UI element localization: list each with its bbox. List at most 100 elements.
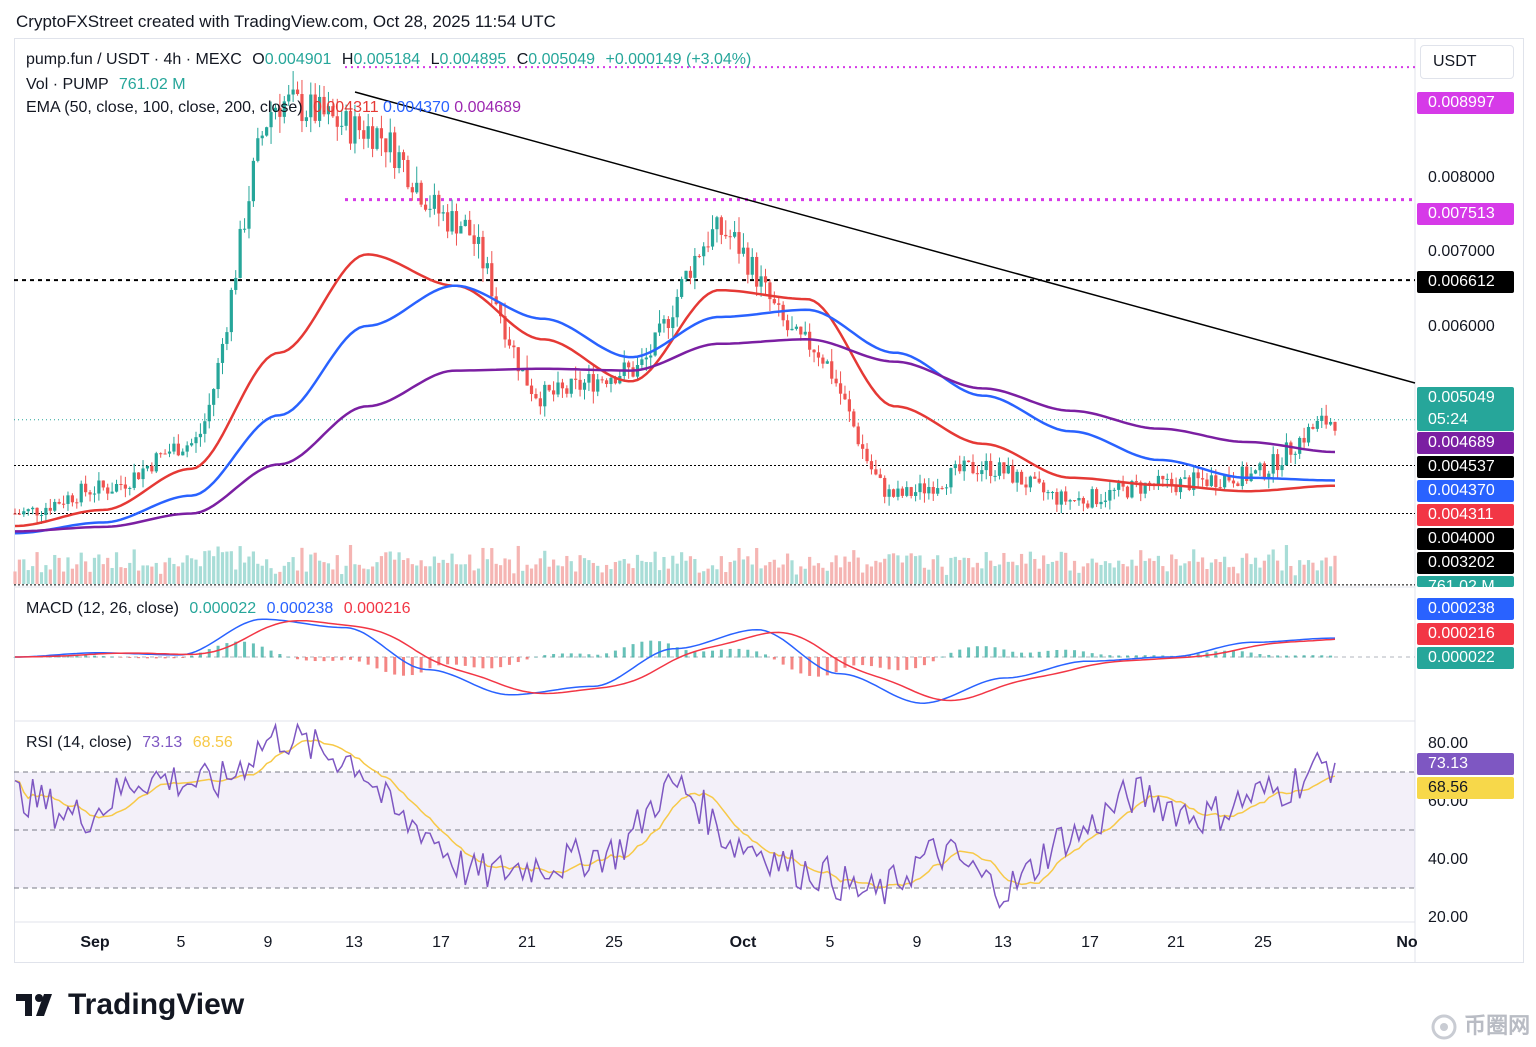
macd-histogram-bar	[75, 655, 79, 658]
macd-histogram-bar	[101, 656, 105, 658]
macd-histogram-bar	[490, 657, 494, 669]
volume-bar	[1231, 566, 1236, 584]
candle-body	[1231, 480, 1236, 484]
price-label-ema50: 0.004311	[1417, 504, 1514, 526]
volume-bar	[627, 563, 631, 584]
time-tick: Oct	[729, 934, 757, 951]
candle-body	[353, 116, 357, 144]
volume-bar	[869, 566, 874, 584]
macd-histogram-bar	[640, 641, 644, 658]
candle-body	[861, 444, 865, 449]
candle-body	[741, 247, 746, 254]
candle-body	[627, 362, 631, 368]
volume-bar	[543, 550, 547, 584]
ema-line-ema200	[15, 338, 1336, 533]
candle-body	[516, 347, 520, 372]
candle-body	[295, 89, 300, 95]
candle-body	[1125, 486, 1130, 498]
candle-body	[379, 128, 384, 139]
macd-histogram-bar	[852, 657, 856, 666]
candle-body	[1298, 437, 1302, 454]
volume-bar	[242, 562, 247, 584]
candle-body	[543, 384, 547, 407]
candle-body	[763, 276, 768, 283]
candle-body	[852, 411, 856, 427]
legend-ohlc: pump.fun / USDT · 4h · MEXC O0.004901 H0…	[26, 51, 751, 69]
candle-body	[724, 234, 728, 237]
candle-body	[481, 236, 485, 269]
macd-histogram-bar	[719, 649, 723, 658]
candle-body	[710, 229, 715, 247]
candle-body	[66, 495, 70, 504]
candle-body	[927, 486, 931, 494]
macd-histogram-bar	[251, 643, 255, 658]
volume-bar	[35, 552, 39, 584]
volume-bar	[110, 567, 114, 584]
candle-body	[834, 378, 838, 384]
candle-body	[808, 331, 812, 350]
volume-bar	[123, 568, 127, 584]
volume-bar	[790, 560, 794, 584]
volume-bar	[370, 566, 375, 584]
volume-bar	[750, 564, 754, 584]
volume-bar	[1055, 560, 1059, 584]
volume-bar	[1196, 561, 1200, 584]
candle-body	[225, 332, 229, 344]
volume-bar	[847, 561, 851, 584]
candle-body	[181, 451, 185, 456]
volume-bar	[375, 562, 379, 584]
volume-bar	[1156, 555, 1161, 584]
candle-body	[631, 367, 635, 377]
candle-body	[772, 299, 776, 304]
candle-body	[1050, 492, 1055, 494]
candle-body	[119, 484, 123, 486]
volume-bar	[450, 553, 454, 584]
chart-frame	[14, 38, 1524, 963]
volume-bar	[635, 554, 640, 584]
candle-body	[896, 488, 900, 497]
candle-body	[370, 126, 375, 149]
volume-bar	[534, 564, 538, 584]
macd-histogram-bar	[825, 657, 829, 676]
candle-body	[622, 362, 626, 376]
candle-body	[909, 487, 913, 496]
volume-bar	[379, 556, 384, 584]
volume-bar	[322, 562, 326, 584]
macd-histogram-bar	[958, 649, 962, 658]
volume-bar	[830, 562, 834, 584]
volume-bar	[512, 573, 516, 584]
volume-bar	[481, 547, 485, 584]
volume-bar	[309, 554, 313, 584]
macd-histogram-bar	[1143, 655, 1147, 658]
macd-histogram-bar	[596, 654, 600, 658]
candle-body	[551, 390, 556, 395]
candle-body	[790, 328, 794, 331]
candle-body	[640, 359, 644, 365]
price-label-low: 0.003202	[1417, 552, 1514, 574]
volume-bar	[799, 566, 803, 584]
macd-histogram-bar	[198, 652, 202, 658]
candle-body	[485, 263, 489, 269]
candle-body	[565, 388, 569, 394]
candle-body	[48, 507, 52, 511]
volume-bar	[1320, 560, 1324, 584]
volume-bar	[251, 551, 255, 584]
candle-body	[242, 228, 247, 230]
candle-body	[529, 385, 534, 395]
volume-bar	[883, 558, 887, 584]
macd-histogram-bar	[967, 647, 971, 658]
candle-body	[556, 382, 560, 395]
candle-body	[719, 217, 723, 235]
volume-bar	[909, 553, 913, 584]
currency-unit-button[interactable]: USDT	[1420, 45, 1514, 79]
macd-histogram-bar	[914, 657, 918, 669]
volume-bar	[318, 560, 322, 584]
macd-histogram-bar	[1320, 655, 1324, 658]
volume-bar	[891, 553, 896, 584]
volume-bar	[256, 563, 260, 584]
candle-body	[865, 448, 869, 462]
volume-bar	[604, 564, 609, 584]
low-key: L	[430, 51, 440, 68]
candle-body	[163, 453, 167, 455]
